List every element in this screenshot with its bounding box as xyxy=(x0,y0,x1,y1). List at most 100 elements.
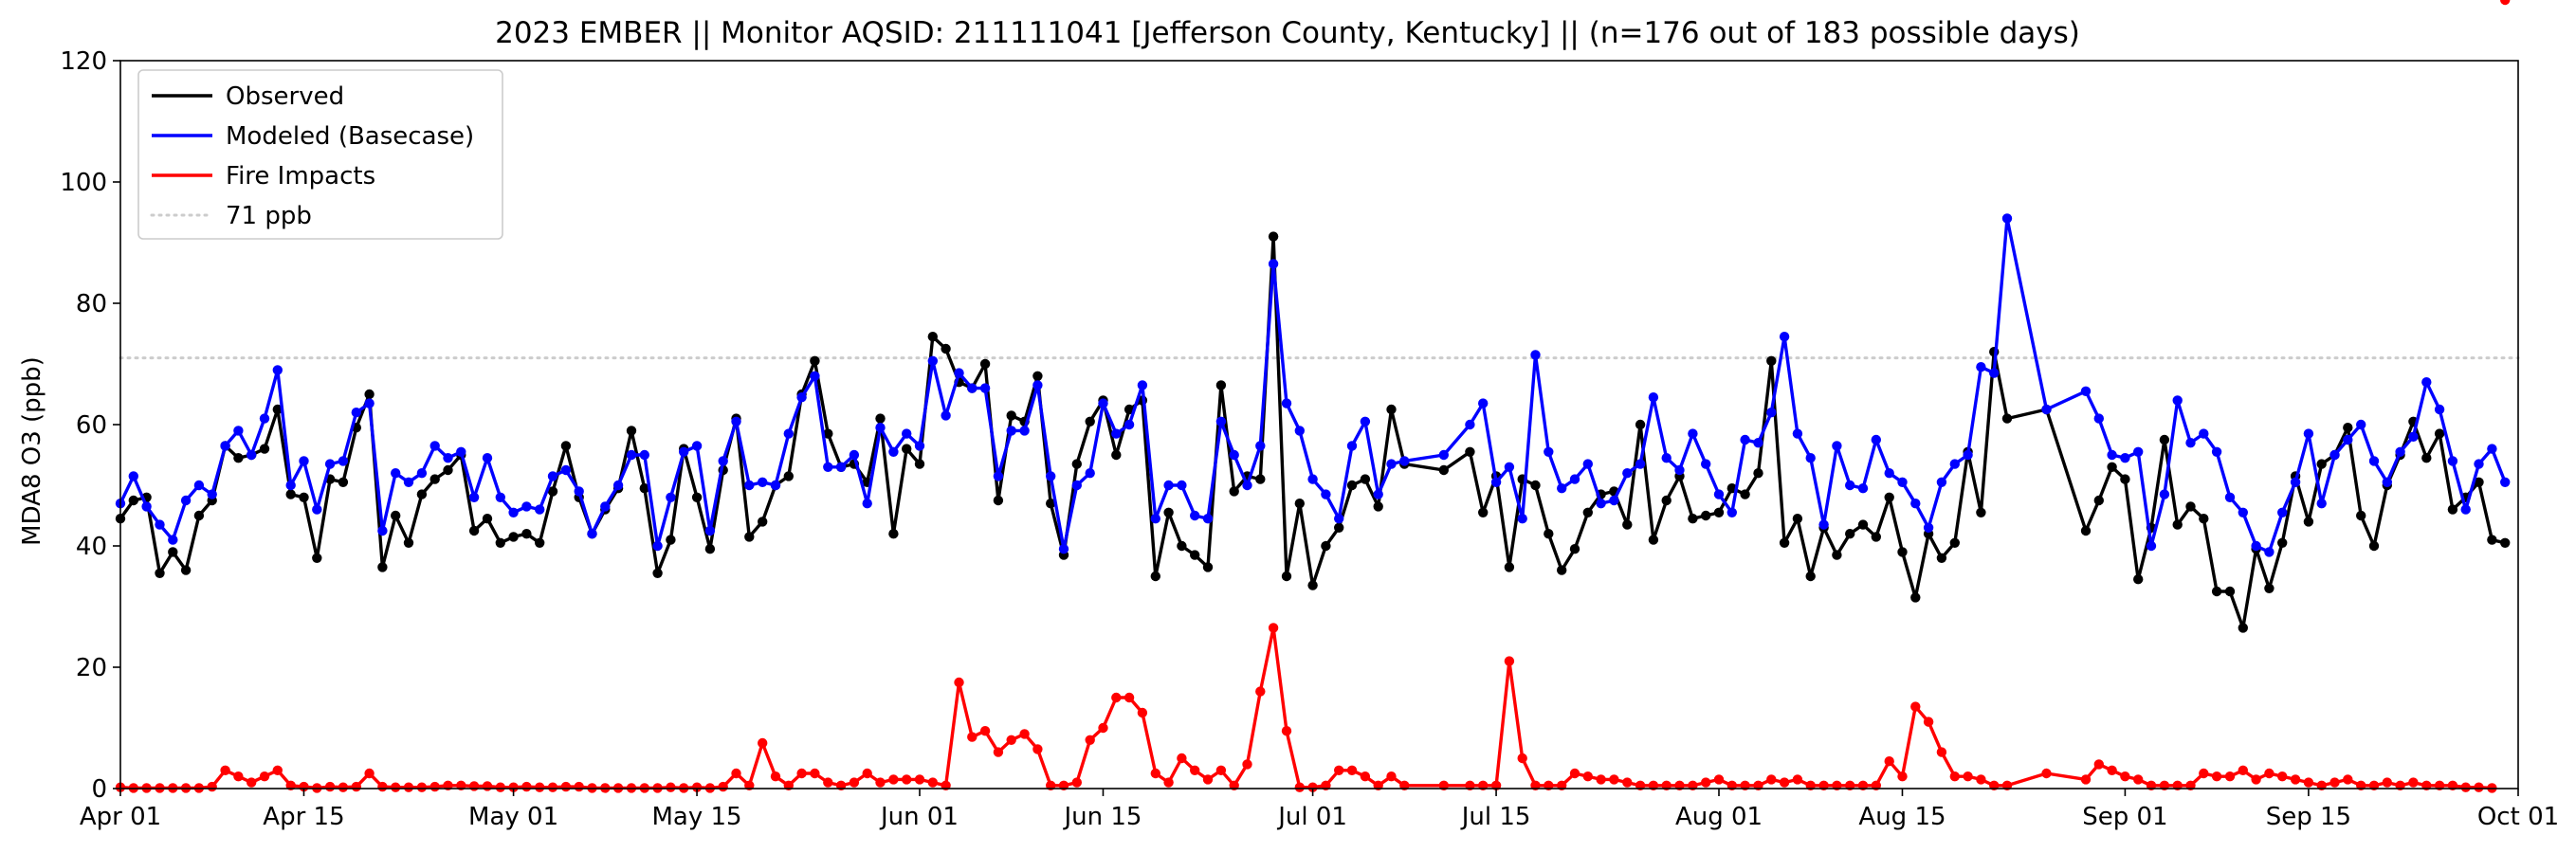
data-point-observed xyxy=(1438,464,1450,476)
data-point-modeled-basecase xyxy=(2199,428,2209,439)
data-point-fire-impacts xyxy=(1111,692,1122,703)
data-point-fire-impacts xyxy=(1504,656,1515,666)
data-point-fire-impacts xyxy=(416,782,428,792)
data-point-observed xyxy=(1334,522,1344,533)
data-point-observed xyxy=(1032,371,1043,381)
data-point-modeled-basecase xyxy=(429,441,440,451)
data-point-modeled-basecase xyxy=(1255,441,1266,451)
data-point-fire-impacts xyxy=(1163,777,1174,788)
data-point-observed xyxy=(1661,495,1672,506)
y-tick-label: 60 xyxy=(76,411,107,440)
data-point-observed xyxy=(1792,514,1803,524)
data-point-fire-impacts xyxy=(391,782,401,792)
data-point-fire-impacts xyxy=(1150,768,1161,779)
data-point-observed xyxy=(2356,510,2366,521)
data-point-observed xyxy=(2001,413,2013,424)
data-point-fire-impacts xyxy=(1386,771,1397,782)
data-point-observed xyxy=(823,428,833,439)
data-point-observed xyxy=(1386,404,1397,415)
data-point-fire-impacts xyxy=(1923,717,1934,727)
data-point-observed xyxy=(1713,507,1725,517)
data-point-fire-impacts xyxy=(810,768,820,779)
data-point-modeled-basecase xyxy=(2238,507,2248,517)
data-point-fire-impacts xyxy=(1202,774,1214,785)
data-point-fire-impacts xyxy=(1897,771,1908,782)
data-point-observed xyxy=(338,477,349,487)
data-point-observed xyxy=(443,464,453,476)
data-point-observed xyxy=(1740,489,1750,499)
data-point-fire-impacts xyxy=(718,781,728,792)
data-point-modeled-basecase xyxy=(1779,332,1790,342)
data-point-fire-impacts xyxy=(233,771,244,782)
data-point-fire-impacts xyxy=(1268,623,1279,633)
data-point-modeled-basecase xyxy=(1137,380,1148,390)
data-point-observed xyxy=(1688,514,1698,524)
data-point-modeled-basecase xyxy=(220,441,230,451)
data-point-observed xyxy=(691,492,703,502)
data-point-observed xyxy=(2211,586,2222,597)
data-point-fire-impacts xyxy=(2107,765,2117,775)
data-point-fire-impacts xyxy=(927,777,938,788)
data-point-observed xyxy=(1190,550,1200,560)
data-point-fire-impacts xyxy=(902,774,912,785)
data-point-modeled-basecase xyxy=(443,453,453,463)
data-point-modeled-basecase xyxy=(1609,495,1619,506)
data-point-modeled-basecase xyxy=(2224,492,2236,502)
data-point-observed xyxy=(521,529,532,539)
data-point-observed xyxy=(1936,553,1947,563)
data-point-observed xyxy=(2172,519,2183,530)
data-point-observed xyxy=(1321,540,1331,552)
data-point-modeled-basecase xyxy=(1871,434,1882,445)
data-point-fire-impacts xyxy=(1281,726,1292,736)
data-point-observed xyxy=(1805,571,1816,582)
data-point-observed xyxy=(1897,547,1908,557)
data-point-fire-impacts xyxy=(2303,777,2314,788)
data-point-modeled-basecase xyxy=(783,428,794,439)
data-point-observed xyxy=(1648,535,1659,545)
data-point-modeled-basecase xyxy=(233,426,244,436)
data-point-modeled-basecase xyxy=(1346,441,1358,451)
data-point-observed xyxy=(2264,583,2275,593)
data-point-fire-impacts xyxy=(2093,759,2104,770)
data-point-modeled-basecase xyxy=(1688,428,1698,439)
data-point-fire-impacts xyxy=(2211,771,2222,782)
data-point-observed xyxy=(1635,419,1646,430)
data-point-fire-impacts xyxy=(403,782,414,792)
data-point-observed xyxy=(1307,580,1318,590)
data-point-observed xyxy=(704,544,716,554)
data-point-modeled-basecase xyxy=(1373,489,1383,499)
data-point-observed xyxy=(652,568,663,578)
data-point-observed xyxy=(1504,562,1515,572)
data-point-observed xyxy=(2368,540,2380,552)
data-point-modeled-basecase xyxy=(2080,386,2092,396)
data-point-modeled-basecase xyxy=(1150,514,1161,524)
data-point-modeled-basecase xyxy=(1884,468,1894,479)
data-point-fire-impacts xyxy=(2474,782,2484,792)
data-point-modeled-basecase xyxy=(1360,416,1371,426)
data-point-modeled-basecase xyxy=(770,480,781,491)
data-point-fire-impacts xyxy=(1215,765,1227,775)
data-point-modeled-basecase xyxy=(482,453,493,463)
data-point-fire-impacts xyxy=(954,677,964,688)
data-point-modeled-basecase xyxy=(691,441,703,451)
data-point-fire-impacts xyxy=(1085,735,1095,745)
data-point-fire-impacts xyxy=(1582,771,1594,782)
data-point-modeled-basecase xyxy=(1936,477,1947,487)
data-point-fire-impacts xyxy=(1307,782,1318,792)
data-point-modeled-basecase xyxy=(1111,428,1122,439)
data-point-observed xyxy=(2133,574,2144,585)
data-point-observed xyxy=(783,471,794,481)
data-point-modeled-basecase xyxy=(666,492,676,502)
data-point-modeled-basecase xyxy=(849,449,860,461)
data-point-observed xyxy=(1910,592,1921,603)
data-point-observed xyxy=(902,444,912,454)
y-tick-label: 0 xyxy=(91,775,107,804)
data-point-observed xyxy=(2120,474,2130,484)
data-point-modeled-basecase xyxy=(2120,453,2130,463)
data-point-fire-impacts xyxy=(875,777,886,788)
data-point-fire-impacts xyxy=(2329,777,2340,788)
data-point-modeled-basecase xyxy=(1177,480,1187,491)
data-point-modeled-basecase xyxy=(247,449,257,461)
x-tick-label: Aug 15 xyxy=(1858,803,1946,831)
